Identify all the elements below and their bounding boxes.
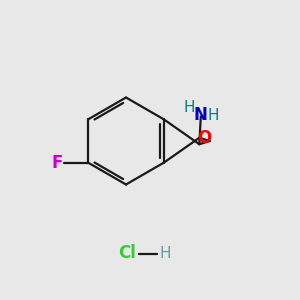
Text: H: H [184, 100, 195, 115]
Text: F: F [51, 154, 63, 172]
Text: Cl: Cl [118, 244, 136, 262]
Text: N: N [194, 106, 208, 124]
Text: O: O [198, 129, 212, 147]
Text: H: H [208, 108, 219, 123]
Text: H: H [159, 246, 171, 261]
